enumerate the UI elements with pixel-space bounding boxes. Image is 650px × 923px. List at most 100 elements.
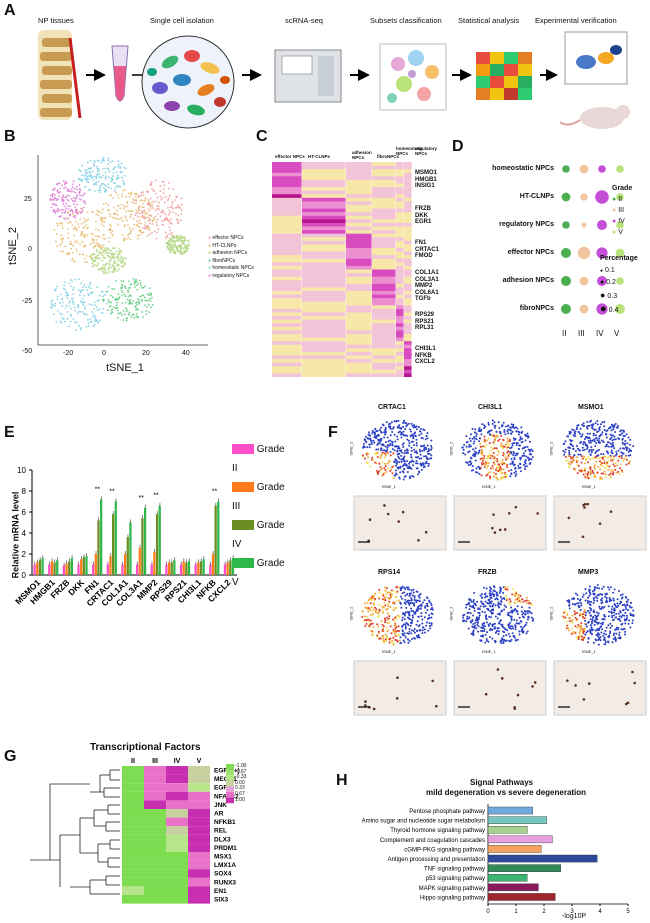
tsne-point bbox=[93, 190, 96, 193]
tsne-point bbox=[104, 293, 107, 296]
tsne-point bbox=[97, 262, 100, 264]
tf-gene-label: MEOX1 bbox=[214, 776, 237, 783]
feature-point bbox=[367, 606, 370, 609]
feature-point bbox=[497, 463, 500, 466]
feature-point bbox=[611, 614, 614, 617]
tsne-point bbox=[55, 199, 58, 202]
tsne-point bbox=[114, 189, 116, 192]
feature-point bbox=[593, 465, 596, 468]
feature-point bbox=[487, 624, 490, 627]
heatmap-cell bbox=[396, 294, 404, 299]
feature-point bbox=[404, 594, 407, 597]
tsne-point bbox=[110, 266, 113, 269]
tsne-point bbox=[65, 182, 68, 184]
bar bbox=[106, 564, 109, 575]
feature-point bbox=[410, 607, 413, 610]
heatmap-cell bbox=[372, 366, 396, 371]
heatmap-cell bbox=[272, 298, 302, 303]
feature-point bbox=[587, 637, 590, 640]
heatmap-cell bbox=[372, 294, 396, 299]
tsne-point bbox=[143, 226, 146, 229]
tsne-point bbox=[100, 216, 103, 219]
tsne-point bbox=[184, 239, 186, 242]
feature-point bbox=[593, 588, 596, 591]
feature-point bbox=[575, 445, 578, 448]
feature-point bbox=[408, 627, 411, 630]
tsne-point bbox=[64, 186, 67, 189]
heatmap-cell bbox=[272, 222, 302, 227]
feature-point bbox=[361, 615, 364, 618]
heatmap-cell bbox=[372, 305, 396, 310]
feature-point bbox=[511, 593, 514, 596]
feature-point bbox=[615, 453, 618, 456]
tsne-point bbox=[53, 210, 56, 213]
tsne-point bbox=[80, 198, 82, 201]
feature-point bbox=[628, 448, 631, 451]
tsne-point bbox=[121, 233, 124, 236]
feature-point bbox=[587, 609, 590, 612]
heatmap-cell bbox=[346, 291, 372, 295]
feature-point bbox=[423, 455, 426, 458]
feature-point bbox=[471, 618, 474, 621]
feature-point bbox=[516, 427, 519, 430]
feature-point bbox=[420, 464, 423, 467]
feature-point bbox=[419, 592, 422, 595]
feature-point bbox=[599, 423, 602, 426]
feature-point bbox=[403, 612, 406, 615]
feature-point bbox=[401, 632, 404, 635]
feature-point bbox=[587, 477, 590, 480]
heatmap-cell bbox=[346, 359, 372, 363]
tsne-point bbox=[129, 238, 132, 241]
feature-point bbox=[483, 625, 486, 628]
feature-point bbox=[380, 620, 383, 623]
feature-point bbox=[472, 629, 475, 632]
feature-point bbox=[585, 457, 588, 460]
heatmap-cell bbox=[122, 800, 144, 809]
heatmap-cell bbox=[404, 194, 412, 199]
heatmap-cell bbox=[122, 843, 144, 852]
feature-point bbox=[402, 445, 405, 448]
tsne-point bbox=[55, 233, 58, 236]
tsne-point bbox=[111, 271, 114, 273]
tsne-point bbox=[107, 186, 110, 189]
tsne-point bbox=[72, 234, 75, 237]
feature-point bbox=[470, 600, 473, 603]
feature-point bbox=[508, 443, 511, 446]
feature-point bbox=[416, 462, 419, 465]
tsne-point bbox=[89, 188, 92, 191]
feature-point bbox=[408, 465, 411, 468]
tsne-point bbox=[133, 199, 136, 202]
ihc-cell bbox=[624, 702, 628, 706]
feature-point bbox=[598, 437, 601, 440]
ihc-cell bbox=[533, 681, 537, 684]
tsne-point bbox=[53, 196, 56, 199]
heatmap-cell bbox=[302, 162, 346, 166]
feature-point bbox=[410, 456, 413, 459]
feature-point bbox=[374, 427, 377, 430]
tsne-point bbox=[150, 292, 153, 295]
tsne-point bbox=[87, 178, 90, 180]
feature-point bbox=[368, 443, 371, 446]
heatmap-cell bbox=[372, 201, 396, 206]
tsne-b-xtick-0: -20 bbox=[63, 350, 74, 357]
tsne-point bbox=[130, 213, 133, 216]
feature-point bbox=[391, 466, 394, 469]
tsne-point bbox=[73, 203, 76, 206]
heatmap-cell bbox=[272, 334, 302, 338]
feature-point bbox=[491, 628, 494, 631]
tsne-point bbox=[151, 223, 154, 225]
feature-plot-svg bbox=[453, 585, 547, 716]
feature-point bbox=[500, 603, 503, 606]
tsne-point bbox=[78, 253, 81, 256]
gene-group: COL1A1 COL3A1 MMP2 COL6A1 TGFb bbox=[415, 270, 439, 302]
feature-point bbox=[480, 450, 483, 453]
heatmap-cell bbox=[372, 276, 396, 281]
feature-point bbox=[499, 466, 502, 469]
feature-point bbox=[563, 453, 566, 456]
heatmap-cell bbox=[188, 783, 210, 792]
heatmap-cell bbox=[272, 316, 302, 320]
tsne-point bbox=[66, 198, 69, 201]
feature-point bbox=[593, 440, 596, 443]
heatmap-cell bbox=[346, 348, 372, 353]
feature-point bbox=[474, 447, 477, 450]
